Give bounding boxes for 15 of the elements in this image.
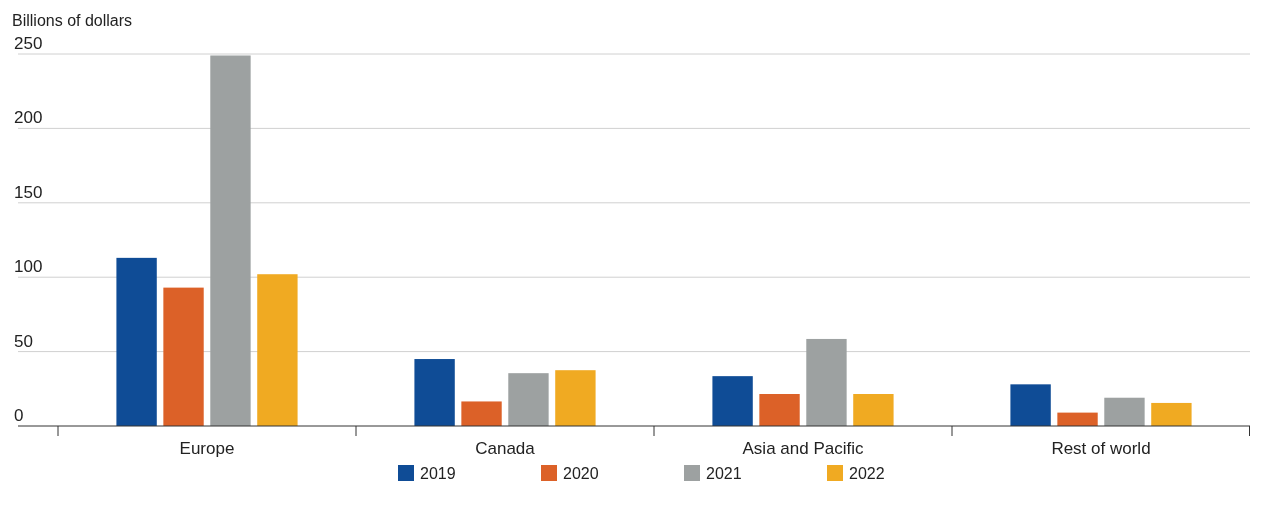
y-tick-label: 0 — [14, 406, 24, 425]
legend-label: 2019 — [420, 465, 456, 482]
legend-label: 2020 — [563, 465, 599, 482]
y-tick-label: 150 — [14, 182, 43, 202]
legend-label: 2022 — [849, 465, 885, 482]
y-tick-label: 50 — [14, 331, 33, 351]
y-axis-title: Billions of dollars — [12, 12, 133, 29]
y-tick-label: 100 — [14, 257, 43, 277]
x-tick-label: Asia and Pacific — [742, 439, 864, 458]
x-tick-label: Europe — [179, 439, 235, 458]
x-tick-label: Canada — [475, 439, 536, 458]
y-tick-label: 250 — [14, 34, 43, 53]
y-tick-label: 200 — [14, 108, 43, 128]
legend-label: 2021 — [706, 465, 742, 482]
x-tick-label: Rest of world — [1051, 439, 1151, 458]
